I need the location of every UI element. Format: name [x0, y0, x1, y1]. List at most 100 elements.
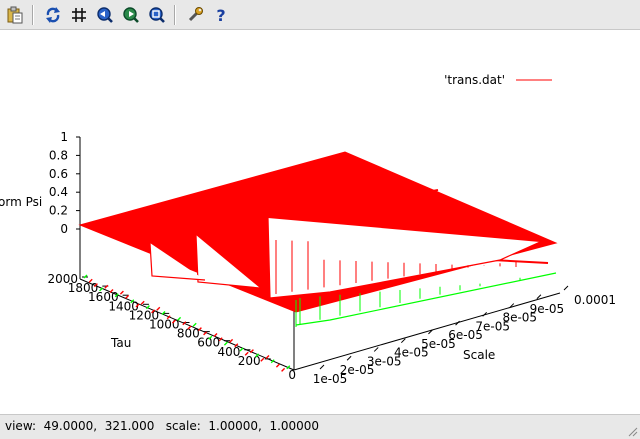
surface-floor-noise	[265, 355, 270, 359]
z-tick-label: 1	[60, 130, 68, 144]
z-tick-label: 0.8	[49, 148, 68, 162]
plot-area[interactable]: 'trans.dat' orm Psi Tau Scale 0 0.2 0.4 0.6…	[0, 30, 640, 413]
help-icon: ?	[216, 6, 225, 24]
surface-floor-noise	[234, 343, 239, 348]
surface-base-outline	[295, 272, 557, 326]
surface-floor-noise	[83, 274, 88, 279]
surface-floor-noise	[255, 353, 260, 358]
x-tick-mark	[536, 294, 542, 300]
zoom-previous-button[interactable]	[94, 4, 116, 26]
surface-floor-noise	[244, 351, 249, 356]
toolbar: ?	[0, 0, 640, 30]
surface-floor-noise	[223, 341, 228, 346]
grid-button[interactable]	[68, 4, 90, 26]
scale-axis-line	[293, 292, 561, 371]
surface-ridge-line	[174, 205, 463, 237]
z-tick-label: 0.2	[49, 204, 68, 218]
x-tick-mark	[563, 285, 569, 291]
y-tick-label-corner: 0	[288, 368, 296, 382]
surface-floor-noise	[249, 349, 254, 354]
z-tick-label: 0	[60, 222, 68, 236]
y-axis-label: Tau	[110, 336, 131, 350]
y-tick-label: 2000	[47, 272, 78, 286]
svg-text:?: ?	[216, 6, 225, 24]
x-tick-label: 7e-05	[475, 319, 510, 333]
surface-floor-noise	[119, 290, 124, 295]
surface-fin	[149, 242, 206, 281]
surface-floor-noise	[151, 309, 156, 314]
y-tick-label: 600	[197, 336, 220, 350]
surface-floor-noise	[281, 367, 286, 372]
x-tick-label: 6e-05	[448, 328, 483, 342]
z-tick-label: 0.4	[49, 185, 68, 199]
z-tick-label: 0.6	[49, 167, 68, 181]
surface-floor-noise	[192, 322, 197, 327]
x-tick-label: 2e-05	[340, 363, 375, 377]
legend-label: 'trans.dat'	[444, 73, 505, 87]
surface-fin	[267, 217, 541, 299]
x-tick-label: 9e-05	[530, 302, 565, 316]
x-tick-label: 3e-05	[367, 354, 402, 368]
unzoom-icon	[149, 7, 165, 23]
status-text: view: 49.0000, 321.000 scale: 1.00000, 1…	[5, 419, 320, 433]
x-tick-mark	[400, 338, 406, 344]
copy-to-clipboard-button[interactable]	[4, 4, 26, 26]
zoom-next-button[interactable]	[120, 4, 142, 26]
settings-icon	[188, 7, 203, 22]
surface-floor-noise	[104, 284, 109, 289]
surface-floor-noise	[171, 319, 176, 324]
surface-floor-noise	[140, 300, 145, 305]
x-tick-label: 4e-05	[394, 346, 429, 360]
replot-button[interactable]	[42, 4, 64, 26]
surface-floor-noise	[125, 294, 130, 299]
unzoom-button[interactable]	[146, 4, 168, 26]
x-tick-mark	[346, 355, 352, 361]
toolbar-separator	[174, 5, 176, 25]
surface-floor-noise	[114, 293, 119, 298]
surface-floor-noise	[166, 315, 171, 320]
surface-mesh	[78, 151, 558, 372]
surface-fin	[195, 234, 261, 289]
surface-floor-noise	[197, 327, 202, 332]
surface-floor-noise	[156, 306, 161, 311]
surface-plot: 'trans.dat' orm Psi Tau Scale 0 0.2 0.4 0.6…	[0, 73, 616, 386]
x-tick-label: 8e-05	[502, 311, 537, 325]
surface-floor-noise	[130, 299, 135, 304]
help-button[interactable]: ?	[210, 4, 232, 26]
x-tick-label: 1e-05	[313, 372, 348, 386]
surface-floor-noise	[161, 311, 166, 315]
surface-floor-noise	[213, 333, 218, 337]
surface-floor-noise	[239, 347, 244, 352]
surface-floor-noise	[286, 365, 291, 370]
surface-floor-noise	[109, 289, 114, 293]
toolbar-separator	[32, 5, 34, 25]
y-tick-label: 1800	[68, 281, 99, 295]
z-axis-label: orm Psi	[0, 195, 42, 209]
y-tick-label: 200	[238, 354, 261, 368]
zoom-next-icon	[123, 7, 139, 23]
x-axis-label: Scale	[463, 348, 495, 362]
surface-floor-noise	[208, 335, 213, 340]
grid-icon	[72, 8, 86, 22]
y-tick-label: 400	[217, 345, 240, 359]
surface-floor-noise	[203, 331, 208, 336]
zoom-previous-icon	[97, 7, 113, 23]
x-tick-label: 0.0001	[574, 293, 616, 307]
z-tick-group: 0 0.2 0.4 0.6 0.8 1	[49, 130, 80, 236]
surface-floor-noise	[93, 283, 98, 288]
surface-floor-noise	[229, 338, 234, 343]
x-tick-label: 5e-05	[421, 337, 456, 351]
surface-floor-noise	[145, 305, 150, 310]
surface-floor-noise	[135, 303, 140, 308]
surface-floor-noise	[187, 325, 192, 330]
x-tick-mark	[319, 364, 325, 370]
surface-floor-noise	[275, 363, 280, 368]
settings-button[interactable]	[184, 4, 206, 26]
x-tick-group: 1e-052e-053e-054e-055e-056e-057e-058e-05…	[313, 285, 616, 386]
surface-floor-noise	[182, 321, 187, 326]
y-tick-label: 1600	[88, 290, 119, 304]
replot-icon	[46, 7, 60, 23]
surface-floor-noise	[218, 337, 223, 342]
resize-grip-icon[interactable]	[626, 425, 638, 437]
surface-floor-noise	[177, 316, 182, 321]
